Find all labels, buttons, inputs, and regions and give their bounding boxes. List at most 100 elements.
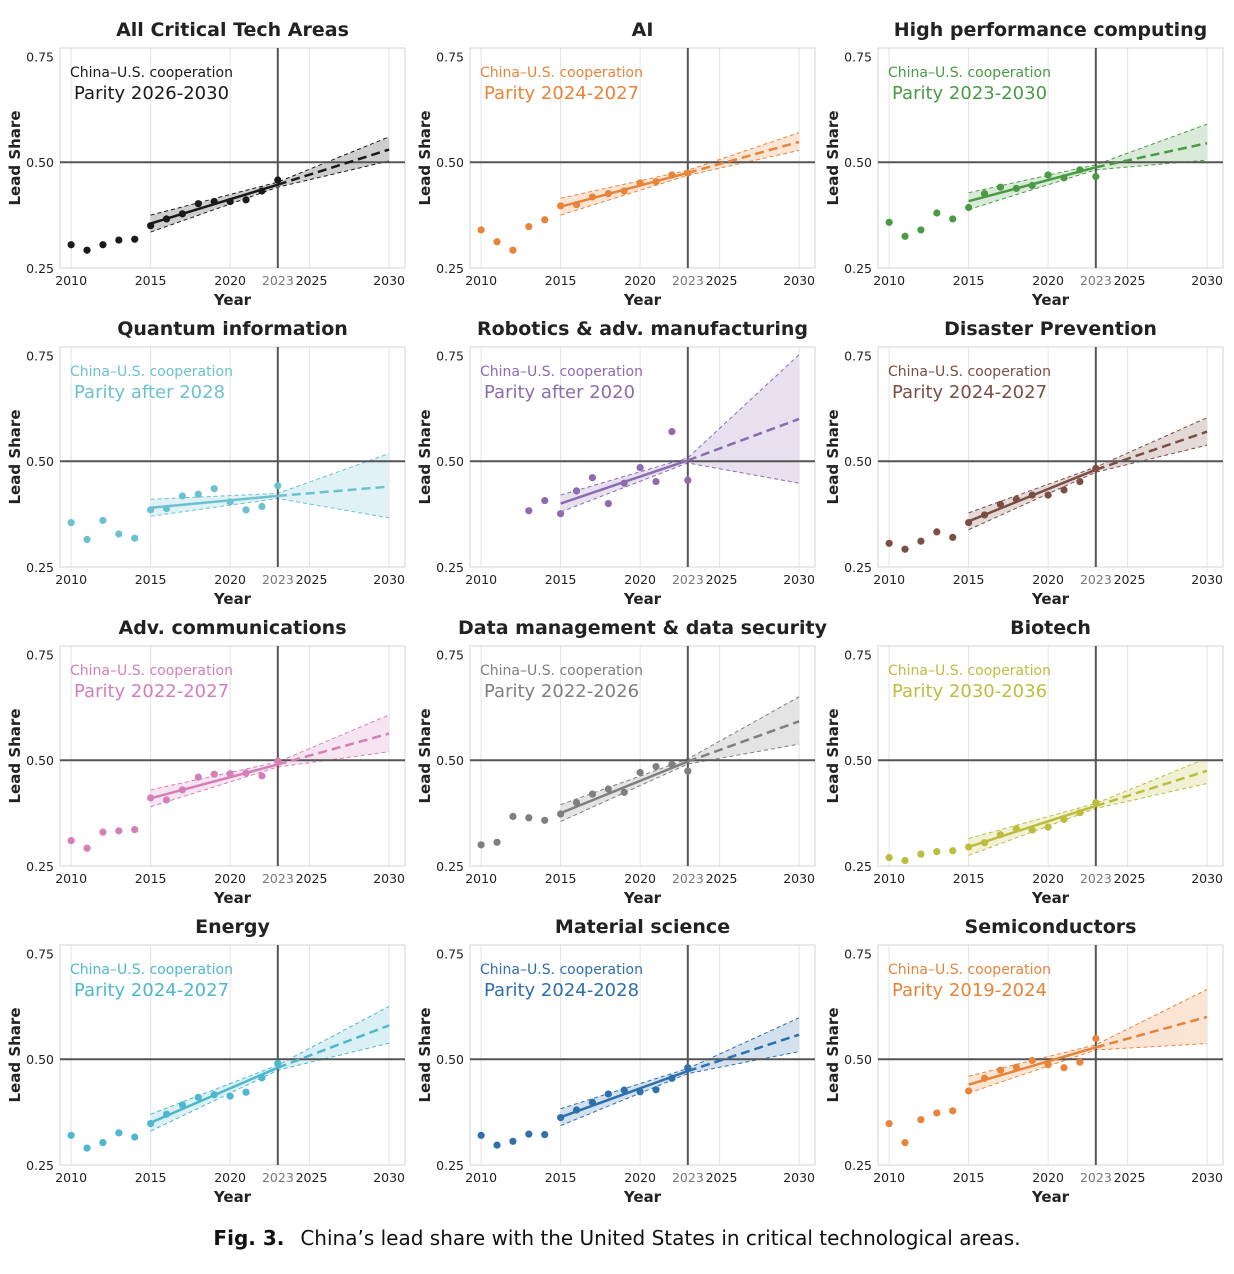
data-point: [996, 500, 1005, 508]
data-point: [99, 516, 107, 525]
data-point: [115, 236, 123, 244]
data-point: [541, 496, 549, 505]
data-point: [162, 796, 171, 804]
panel-title: Robotics & adv. manufacturing: [477, 318, 808, 340]
y-tick-label: 0.75: [844, 946, 872, 961]
x-tick-label: 2030: [1191, 1170, 1223, 1185]
data-point: [1044, 1061, 1052, 1069]
data-point: [996, 183, 1005, 191]
parity-annotation: Parity 2019-2024: [892, 980, 1047, 1001]
data-point: [258, 772, 266, 780]
projection-line: [1095, 430, 1208, 471]
data-point: [572, 487, 581, 495]
confidence-band: [968, 758, 1208, 856]
data-point: [226, 498, 234, 506]
y-tick-label: 0.75: [26, 348, 54, 363]
data-point: [1012, 1063, 1020, 1071]
y-tick-label: 0.75: [436, 647, 464, 662]
data-point: [1044, 823, 1052, 831]
x-tick-label: 2010: [465, 273, 497, 288]
x-axis-title: Year: [213, 291, 252, 309]
data-point: [242, 196, 250, 204]
data-point: [636, 1088, 644, 1096]
data-point: [210, 485, 218, 493]
data-point: [965, 203, 973, 212]
data-point: [557, 202, 565, 210]
data-point: [477, 841, 485, 849]
data-point: [1060, 1064, 1068, 1072]
data-point: [917, 537, 925, 545]
data-point: [885, 539, 893, 547]
x-tick-label: 2023: [1080, 273, 1112, 288]
data-point: [604, 189, 612, 198]
x-tick-label: 2023: [262, 871, 294, 886]
band-upper-edge: [968, 757, 1208, 839]
y-axis-title: Lead Share: [6, 410, 24, 505]
x-tick-label: 2010: [873, 871, 905, 886]
data-point: [509, 1137, 517, 1145]
x-tick-label: 2020: [214, 273, 246, 288]
x-tick-label: 2010: [55, 1170, 87, 1185]
confidence-band: [968, 989, 1208, 1094]
x-tick-label: 2015: [545, 273, 577, 288]
data-point: [493, 838, 501, 846]
x-tick-label: 2025: [1114, 572, 1146, 587]
panel-10: Energy China–U.S. cooperation Parity 2024-…: [6, 916, 406, 1206]
fit-line: [968, 1046, 1097, 1086]
x-tick-label: 2020: [1032, 273, 1064, 288]
confidence-band: [560, 696, 800, 822]
x-axis-title: Year: [1031, 590, 1070, 608]
annotation-label: China–U.S. cooperation: [70, 663, 233, 679]
x-tick-label: 2015: [135, 273, 167, 288]
x-axis-title: Year: [1031, 889, 1070, 907]
data-point: [933, 528, 941, 536]
panel-5: Robotics & adv. manufacturing China–U.S. …: [416, 318, 816, 608]
x-tick-label: 2010: [873, 1170, 905, 1185]
panel-title: All Critical Tech Areas: [116, 19, 349, 41]
data-point: [147, 794, 155, 802]
data-point: [1028, 1056, 1036, 1065]
data-point: [178, 210, 187, 218]
y-axis-title: Lead Share: [824, 111, 842, 206]
data-point: [83, 535, 91, 544]
data-point: [901, 1138, 909, 1147]
x-axis-title: Year: [213, 1188, 252, 1206]
data-point: [1044, 491, 1052, 499]
y-tick-label: 0.75: [844, 647, 872, 662]
y-tick-label: 0.75: [844, 348, 872, 363]
x-axis-title: Year: [1031, 291, 1070, 309]
x-tick-label: 2030: [373, 572, 405, 587]
data-point: [965, 1087, 973, 1095]
data-point: [652, 762, 660, 771]
data-point: [178, 786, 187, 794]
data-point: [493, 1141, 501, 1149]
data-point: [147, 1119, 155, 1128]
data-point: [636, 463, 644, 472]
x-axis-title: Year: [213, 590, 252, 608]
data-point: [258, 1074, 266, 1082]
data-point: [572, 798, 581, 807]
data-point: [194, 773, 202, 781]
plot-frame: [877, 346, 1224, 568]
annotation-label: China–U.S. cooperation: [480, 663, 643, 679]
data-point: [1044, 171, 1052, 179]
y-tick-label: 0.25: [436, 261, 464, 276]
data-point: [980, 189, 989, 198]
x-tick-label: 2025: [706, 871, 738, 886]
data-point: [1092, 798, 1100, 807]
data-point: [178, 1101, 187, 1109]
data-point: [652, 178, 660, 186]
data-point: [1012, 184, 1020, 193]
annotation-label: China–U.S. cooperation: [70, 962, 233, 978]
data-point: [477, 226, 485, 234]
panel-8: Data management & data security China–U.S…: [416, 617, 828, 907]
data-point: [965, 518, 973, 527]
x-tick-label: 2010: [55, 871, 87, 886]
panel-6: Disaster Prevention China–U.S. cooperatio…: [824, 318, 1224, 608]
x-tick-label: 2020: [1032, 1170, 1064, 1185]
x-tick-label: 2023: [1080, 1170, 1112, 1185]
x-tick-label: 2025: [706, 572, 738, 587]
y-tick-label: 0.25: [844, 1158, 872, 1173]
data-point: [274, 1059, 282, 1068]
confidence-band: [150, 714, 390, 807]
